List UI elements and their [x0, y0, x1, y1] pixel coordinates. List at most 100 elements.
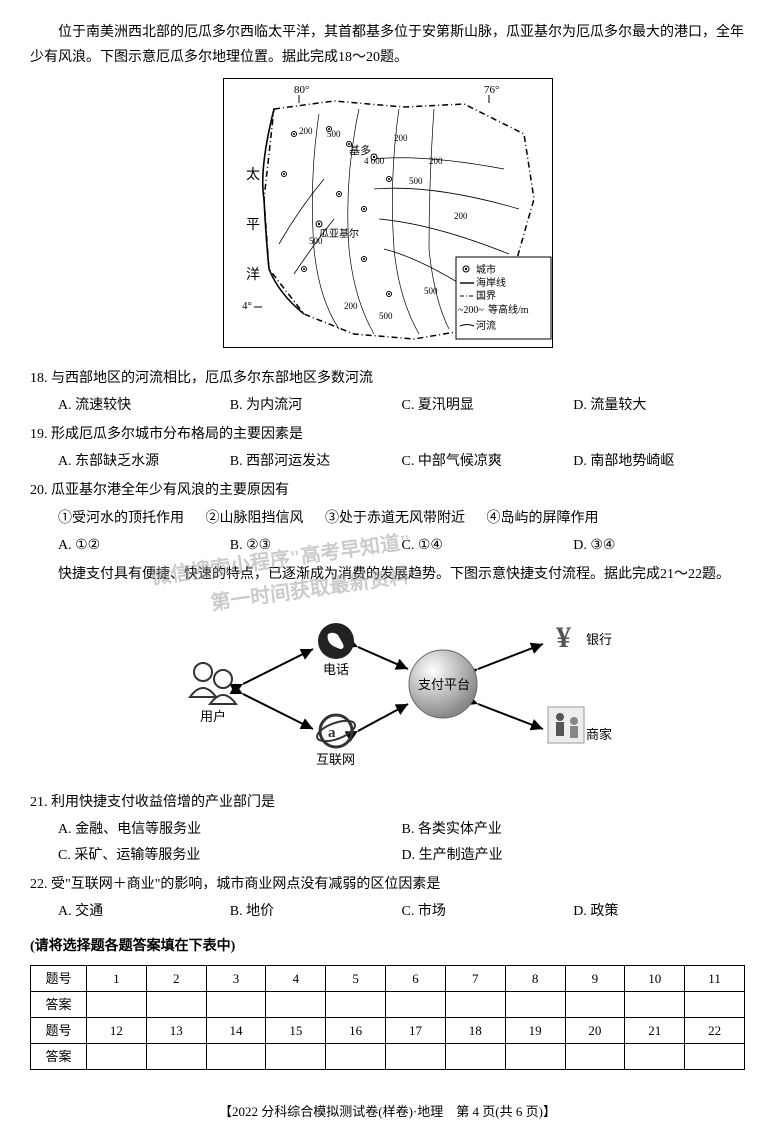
question-18: 18. 与西部地区的河流相比，厄瓜多尔东部地区多数河流 A. 流速较快 B. 为…: [30, 366, 745, 418]
row-label: 题号: [31, 966, 87, 992]
svg-text:200: 200: [394, 133, 408, 143]
cell: 7: [445, 966, 505, 992]
cell: 2: [146, 966, 206, 992]
svg-text:支付平台: 支付平台: [418, 677, 470, 692]
cell: 21: [625, 1018, 685, 1044]
q21-opt-b: B. 各类实体产业: [402, 817, 746, 842]
q21-opt-d: D. 生产制造产业: [402, 843, 746, 868]
q22-stem: 22. 受"互联网＋商业"的影响，城市商业网点没有减弱的区位因素是: [30, 872, 745, 897]
cell: 15: [266, 1018, 326, 1044]
q21-stem: 21. 利用快捷支付收益倍增的产业部门是: [30, 790, 745, 815]
cell: 17: [386, 1018, 446, 1044]
cell: 14: [206, 1018, 266, 1044]
svg-text:基多: 基多: [349, 143, 371, 157]
q18-opt-d: D. 流量较大: [573, 393, 745, 418]
q22-opt-a: A. 交通: [58, 899, 230, 924]
ecuador-map: 80° 76° 太 平 洋 4° 200 500 200 4 000 200 5…: [223, 78, 553, 348]
cell: 6: [386, 966, 446, 992]
q18-opt-c: C. 夏汛明显: [402, 393, 574, 418]
svg-text:国界: 国界: [476, 290, 496, 302]
intro-paragraph-1: 位于南美洲西北部的厄瓜多尔西临太平洋，其首都基多位于安第斯山脉，瓜亚基尔为厄瓜多…: [30, 20, 745, 70]
svg-text:200: 200: [429, 156, 443, 166]
question-19: 19. 形成厄瓜多尔城市分布格局的主要因素是 A. 东部缺乏水源 B. 西部河运…: [30, 422, 745, 474]
svg-text:河流: 河流: [476, 319, 496, 332]
map-figure: 80° 76° 太 平 洋 4° 200 500 200 4 000 200 5…: [30, 78, 745, 357]
q21-opt-c: C. 采矿、运输等服务业: [58, 843, 402, 868]
q20-opt-c: C. ①④: [402, 533, 574, 558]
cell: 22: [685, 1018, 745, 1044]
svg-text:500: 500: [424, 286, 438, 296]
svg-text:~200~: ~200~: [458, 305, 484, 316]
svg-text:200: 200: [344, 301, 358, 311]
question-20: 20. 瓜亚基尔港全年少有风浪的主要原因有 ①受河水的顶托作用 ②山脉阻挡信风 …: [30, 478, 745, 558]
cell: 9: [565, 966, 625, 992]
row-label: 答案: [31, 992, 87, 1018]
q18-opt-a: A. 流速较快: [58, 393, 230, 418]
svg-text:城市: 城市: [476, 263, 496, 276]
cell: 3: [206, 966, 266, 992]
q18-opt-b: B. 为内流河: [230, 393, 402, 418]
cell: 1: [87, 966, 147, 992]
q22-opt-c: C. 市场: [402, 899, 574, 924]
q20-sub2: ②山脉阻挡信风: [206, 506, 304, 531]
svg-text:电话: 电话: [323, 662, 349, 677]
answer-instruction: (请将选择题各题答案填在下表中): [30, 934, 745, 959]
svg-text:500: 500: [379, 311, 393, 321]
cell: 19: [505, 1018, 565, 1044]
question-21: 21. 利用快捷支付收益倍增的产业部门是 A. 金融、电信等服务业 B. 各类实…: [30, 790, 745, 868]
svg-text:瓜亚基尔: 瓜亚基尔: [319, 227, 359, 240]
svg-text:500: 500: [409, 176, 423, 186]
cell: 12: [87, 1018, 147, 1044]
cell: 18: [445, 1018, 505, 1044]
table-row: 答案: [31, 992, 745, 1018]
table-row: 答案: [31, 1044, 745, 1070]
payment-flow-svg: 用户 电话 a 互联网 支付平台 ¥ 银行 商家: [148, 599, 628, 769]
svg-text:商家: 商家: [586, 727, 612, 742]
q19-opt-b: B. 西部河运发达: [230, 449, 402, 474]
q20-sub1: ①受河水的顶托作用: [58, 506, 184, 531]
q20-opt-b: B. ②③: [230, 533, 402, 558]
cell: 8: [505, 966, 565, 992]
cell: 16: [326, 1018, 386, 1044]
q20-opt-d: D. ③④: [573, 533, 745, 558]
q19-stem: 19. 形成厄瓜多尔城市分布格局的主要因素是: [30, 422, 745, 447]
q20-opt-a: A. ①②: [58, 533, 230, 558]
cell: 4: [266, 966, 326, 992]
svg-text:等高线/m: 等高线/m: [488, 303, 529, 316]
svg-text:互联网: 互联网: [316, 752, 355, 767]
cell: 20: [565, 1018, 625, 1044]
q20-sub3: ③处于赤道无风带附近: [325, 506, 465, 531]
svg-text:76°: 76°: [484, 84, 499, 96]
svg-text:80°: 80°: [294, 84, 309, 96]
q19-opt-d: D. 南部地势崎岖: [573, 449, 745, 474]
svg-text:用户: 用户: [200, 709, 226, 724]
question-22: 22. 受"互联网＋商业"的影响，城市商业网点没有减弱的区位因素是 A. 交通 …: [30, 872, 745, 924]
cell: 11: [685, 966, 745, 992]
svg-text:200: 200: [299, 126, 313, 136]
q22-opt-d: D. 政策: [573, 899, 745, 924]
svg-text:海岸线: 海岸线: [476, 276, 506, 289]
row-label: 答案: [31, 1044, 87, 1070]
svg-text:洋: 洋: [246, 267, 260, 283]
q19-opt-c: C. 中部气候凉爽: [402, 449, 574, 474]
table-row: 题号 1 2 3 4 5 6 7 8 9 10 11: [31, 966, 745, 992]
q22-opt-b: B. 地价: [230, 899, 402, 924]
payment-diagram: 用户 电话 a 互联网 支付平台 ¥ 银行 商家: [30, 599, 745, 778]
table-row: 题号 12 13 14 15 16 17 18 19 20 21 22: [31, 1018, 745, 1044]
cell: 5: [326, 966, 386, 992]
svg-text:太: 太: [246, 167, 260, 183]
svg-text:¥: ¥: [556, 621, 571, 654]
svg-text:200: 200: [454, 211, 468, 221]
svg-text:平: 平: [246, 218, 260, 233]
q19-opt-a: A. 东部缺乏水源: [58, 449, 230, 474]
q21-opt-a: A. 金融、电信等服务业: [58, 817, 402, 842]
cell: 10: [625, 966, 685, 992]
svg-text:4°: 4°: [242, 300, 252, 312]
intro-paragraph-2: 快捷支付具有便捷、快速的特点，已逐渐成为消费的发展趋势。下图示意快捷支付流程。据…: [30, 562, 745, 587]
svg-text:a: a: [328, 725, 336, 741]
q18-stem: 18. 与西部地区的河流相比，厄瓜多尔东部地区多数河流: [30, 366, 745, 391]
row-label: 题号: [31, 1018, 87, 1044]
svg-text:银行: 银行: [586, 632, 612, 647]
cell: 13: [146, 1018, 206, 1044]
q20-sub4: ④岛屿的屏障作用: [487, 506, 599, 531]
